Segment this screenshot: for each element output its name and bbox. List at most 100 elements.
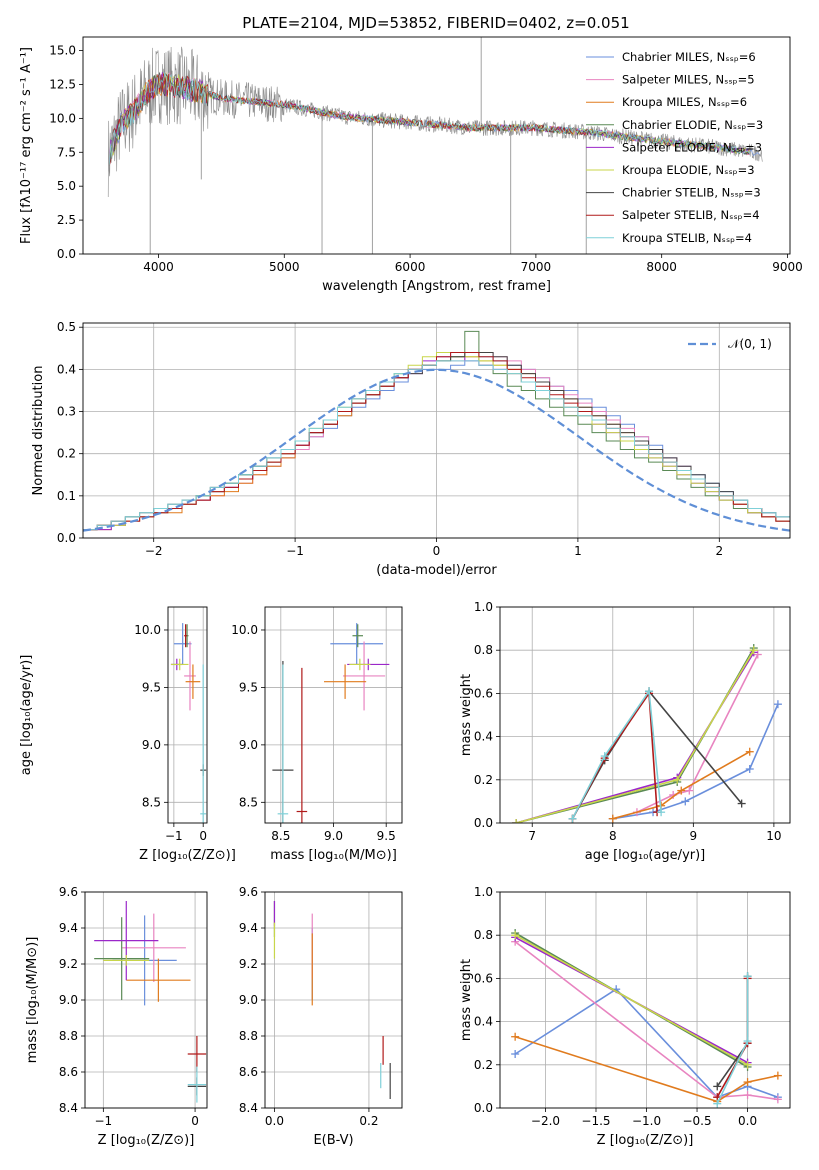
model-spectrum: [109, 72, 750, 166]
y-tick-label: 15.0: [49, 44, 76, 58]
x-tick-label: 9.5: [377, 829, 396, 843]
y-tick-label: 8.8: [59, 1029, 78, 1043]
y-tick-label: 9.5: [142, 680, 161, 694]
mass-weight-line: [515, 651, 755, 823]
axes-frame: [264, 606, 403, 824]
x-tick-label: 2: [715, 544, 723, 558]
x-tick-label: −2: [145, 544, 163, 558]
legend-model-name: Salpeter STELIB,: [622, 208, 720, 222]
plot-area: [170, 623, 207, 823]
legend-label: Chabrier STELIB, Nₛₛₚ=3: [622, 186, 761, 200]
y-tick-label: 8.8: [239, 1029, 258, 1043]
data-point-marker: [568, 814, 577, 823]
data-point-marker: [713, 1082, 722, 1091]
data-point-marker: [673, 775, 682, 784]
panel-1: 4000 5000 6000 7000 8000 9000 0.0 2.5 5.0 7.5 10.0…: [19, 36, 803, 294]
y-tick-label: 0.0: [474, 1101, 493, 1115]
panel-2: −2 −1 0 1 2 0.0 0.1 0.2 0.3 0.4 0.5 (data-model)/er…: [31, 320, 791, 578]
y-tick-label: 1.0: [474, 885, 493, 899]
x-tick-label: 9000: [772, 260, 803, 274]
error-bar: [173, 623, 192, 665]
x-axis-label: Z [log₁₀(Z/Z⊙)]: [98, 1133, 195, 1148]
y-axis-label: Flux [fλ10⁻¹⁷ erg cm⁻² s⁻¹ A⁻¹]: [19, 47, 34, 244]
x-tick-label: 0.0: [265, 1114, 284, 1128]
error-bar: [184, 624, 188, 648]
y-tick-label: 9.6: [239, 885, 258, 899]
y-axis-label: mass weight: [459, 959, 474, 1041]
y-tick-label: 0.4: [474, 1015, 493, 1029]
axes-frame: [82, 36, 791, 255]
y-tick-label: 9.2: [59, 957, 78, 971]
y-tick-label: 9.2: [239, 957, 258, 971]
axes-frame: [499, 606, 791, 824]
y-tick-label: 10.0: [49, 111, 76, 125]
mass-weight-line: [612, 703, 779, 820]
data-point-marker: [773, 700, 782, 709]
y-tick-label: 0.6: [474, 686, 493, 700]
y-tick-label: 9.4: [239, 921, 258, 935]
x-tick-label: −1: [165, 829, 183, 843]
data-point-marker: [511, 1032, 520, 1041]
mass-weight-line: [514, 1035, 779, 1103]
y-axis-label: age [log₁₀(age/yr)]: [19, 655, 34, 776]
x-tick-label: 8000: [646, 260, 677, 274]
x-tick-label: 7000: [521, 260, 552, 274]
x-tick-label: 0.0: [738, 1114, 757, 1128]
y-tick-label: 0.3: [57, 405, 76, 419]
x-tick-label: 7: [528, 829, 536, 843]
legend-model-name: Chabrier ELODIE,: [622, 118, 724, 132]
error-bar: [94, 917, 150, 1000]
error-bar: [103, 955, 150, 966]
y-tick-label: 8.4: [239, 1101, 258, 1115]
data-point-marker: [681, 797, 690, 806]
error-bar: [185, 664, 201, 699]
data-point-marker: [645, 687, 654, 696]
legend-nssp: Nₛₛₚ=4: [713, 231, 752, 245]
x-tick-label: 8.5: [271, 829, 290, 843]
data-point-marker: [749, 646, 758, 655]
x-axis-label: wavelength [Angstrom, rest frame]: [322, 279, 551, 294]
x-tick-label: −1: [286, 544, 304, 558]
x-tick-label: 4000: [143, 260, 174, 274]
legend-nssp: Nₛₛₚ=6: [717, 50, 756, 64]
mass-weight-line: [612, 751, 751, 820]
mass-weight-line: [571, 688, 662, 820]
y-tick-label: 10.0: [134, 623, 161, 637]
legend-label: Chabrier ELODIE, Nₛₛₚ=3: [622, 118, 763, 132]
y-tick-label: 9.6: [59, 885, 78, 899]
y-tick-label: 8.6: [239, 1065, 258, 1079]
error-bar: [94, 901, 159, 981]
data-point-marker: [685, 786, 694, 795]
legend-label: 𝒩(0, 1): [728, 337, 772, 351]
legend-model-name: Kroupa ELODIE,: [622, 163, 715, 177]
legend-model-name: Chabrier MILES,: [622, 50, 717, 64]
error-bar: [342, 641, 386, 711]
y-tick-label: 0.2: [474, 773, 493, 787]
panel-5: 7 8 9 10 0.0 0.2 0.4 0.6 0.8 1.0 age [log₁₀(age/yr…: [459, 600, 791, 863]
legend: 𝒩(0, 1): [688, 337, 772, 351]
y-tick-label: 9.0: [239, 738, 258, 752]
legend-model-name: Kroupa MILES,: [622, 95, 708, 109]
legend-nssp: Nₛₛₚ=6: [708, 95, 747, 109]
x-axis-label: mass [log₁₀(M/M⊙)]: [270, 848, 397, 863]
x-tick-label: 10: [766, 829, 781, 843]
mass-weight-line: [514, 941, 779, 1101]
x-tick-label: 5000: [269, 260, 300, 274]
plot-area: [511, 929, 782, 1108]
error-bar: [330, 623, 384, 665]
data-point-marker: [743, 1078, 752, 1087]
y-tick-label: 0.8: [474, 928, 493, 942]
axes-frame: [264, 891, 403, 1109]
data-point-marker: [745, 747, 754, 756]
y-tick-label: 12.5: [49, 77, 76, 91]
mass-weight-line: [571, 691, 658, 820]
y-tick-label: 9.0: [142, 738, 161, 752]
y-tick-label: 0.4: [57, 362, 76, 376]
y-tick-label: 0.2: [57, 447, 76, 461]
legend-model-name: Salpeter MILES,: [622, 73, 715, 87]
error-bar: [349, 658, 371, 671]
plot-area: [273, 901, 391, 1099]
panel-8: −2.0 −1.5 −1.0 −0.5 0.0 0.0 0.2 0.4 0.6 0.8 1.0 Z […: [459, 885, 791, 1148]
panel-6: −1 0 8.4 8.6 8.8 9.0 9.2 9.4 9.6 Z [log₁₀(Z/Z⊙)] m…: [25, 885, 208, 1148]
